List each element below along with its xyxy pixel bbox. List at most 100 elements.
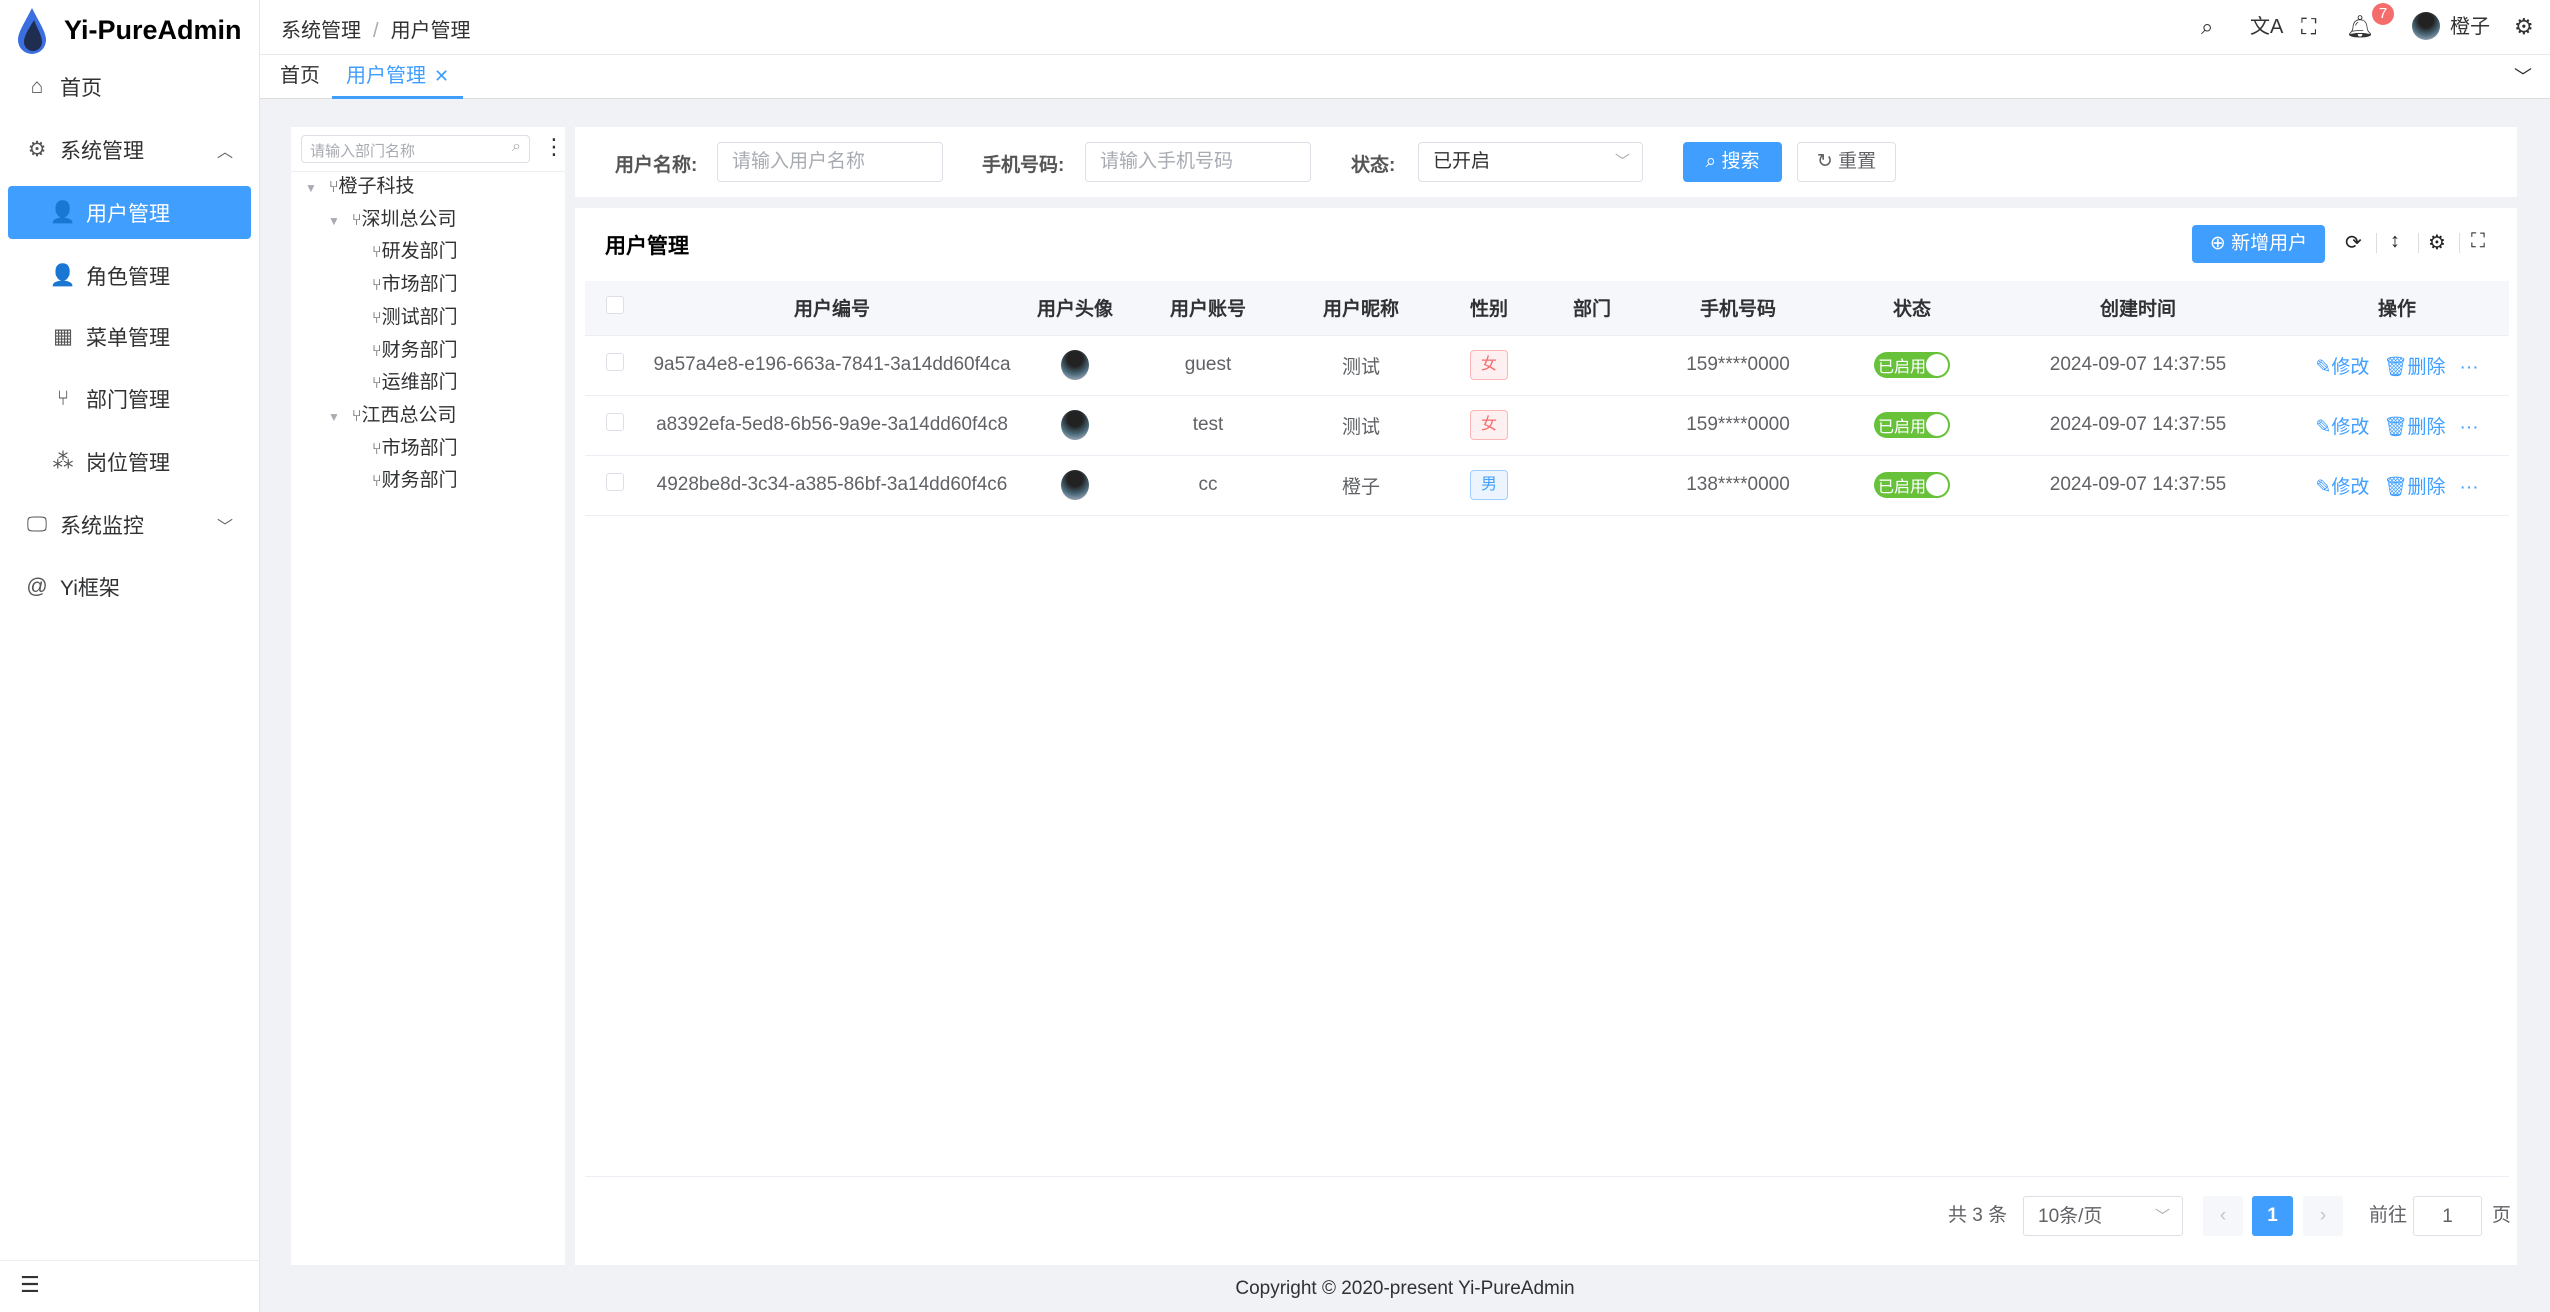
- close-icon[interactable]: ✕: [434, 66, 450, 86]
- user-avatar[interactable]: [2412, 12, 2440, 40]
- more-icon[interactable]: ···: [2459, 356, 2479, 378]
- reset-button[interactable]: ↻ 重置: [1797, 142, 1896, 182]
- sidebar-item-yi[interactable]: @ Yi框架: [8, 560, 251, 613]
- tree-node[interactable]: ⑂研发部门: [372, 236, 458, 268]
- status-switch[interactable]: 已启用: [1874, 412, 1950, 438]
- delete-button[interactable]: 🗑︎删除: [2383, 357, 2445, 378]
- goto-page-input[interactable]: 1: [2413, 1196, 2482, 1236]
- fullscreen-icon[interactable]: ⛶: [2301, 14, 2317, 39]
- username[interactable]: 橙子: [2450, 16, 2490, 38]
- sidebar-item-home[interactable]: ⌂ 首页: [8, 60, 251, 113]
- sidebar-item-depts[interactable]: ⑂ 部门管理: [8, 372, 251, 425]
- page-suffix: 页: [2492, 1205, 2512, 1226]
- username-input[interactable]: 请输入用户名称: [717, 142, 943, 182]
- tree-node[interactable]: ⑂市场部门: [372, 269, 458, 301]
- bell-icon[interactable]: 🔔︎: [2346, 14, 2374, 39]
- at-icon: @: [26, 574, 48, 598]
- search-icon[interactable]: ⌕: [2201, 14, 2214, 39]
- collapse-sidebar-icon[interactable]: ☰: [20, 1272, 40, 1297]
- column-header: 用户账号: [1131, 281, 1285, 336]
- page-1-button[interactable]: 1: [2252, 1196, 2293, 1236]
- user-lock-icon: 👤: [49, 200, 77, 224]
- tree-node-label: 测试部门: [381, 306, 458, 328]
- chevron-down-icon: ﹀: [216, 518, 233, 536]
- chevron-down-icon: ﹀: [1614, 153, 1630, 170]
- tree-node[interactable]: ▼ ⑂橙子科技: [305, 171, 415, 203]
- user-avatar[interactable]: [1061, 350, 1089, 380]
- row-density-icon[interactable]: ↕: [2390, 230, 2400, 252]
- divider: [291, 171, 565, 172]
- tree-node-label: 深圳总公司: [361, 208, 457, 230]
- branch-icon: ⑂: [372, 277, 382, 295]
- table-row[interactable]: 9a57a4e8-e196-663a-7841-3a14dd60f4ca gues…: [585, 335, 2509, 396]
- row-checkbox[interactable]: [606, 413, 624, 431]
- next-page-button[interactable]: ›: [2303, 1196, 2343, 1236]
- page-size-select[interactable]: 10条/页 ﹀: [2023, 1196, 2183, 1236]
- sidebar-item-roles[interactable]: 👤 角色管理: [8, 249, 251, 302]
- tab-home[interactable]: 首页: [266, 55, 334, 99]
- status-switch[interactable]: 已启用: [1874, 352, 1950, 378]
- sidebar-item-menus[interactable]: ▦ 菜单管理: [8, 310, 251, 363]
- user-avatar[interactable]: [1061, 410, 1089, 440]
- user-avatar[interactable]: [1061, 470, 1089, 500]
- add-user-button[interactable]: ⊕ 新增用户: [2192, 225, 2325, 263]
- sidebar-item-system[interactable]: ⚙ 系统管理 ︿: [8, 123, 251, 176]
- settings-icon[interactable]: ⚙: [2514, 14, 2534, 39]
- user-id: 4928be8d-3c34-a385-86bf-3a14dd60f4c6: [645, 455, 1019, 516]
- caret-down-icon[interactable]: ▼: [305, 181, 317, 195]
- row-checkbox[interactable]: [606, 473, 624, 491]
- user-account: cc: [1131, 455, 1285, 516]
- table-row[interactable]: a8392efa-5ed8-6b56-9a9e-3a14dd60f4c8 test…: [585, 395, 2509, 456]
- more-icon[interactable]: ···: [2459, 476, 2479, 498]
- sidebar-item-users[interactable]: 👤 用户管理: [8, 186, 251, 239]
- select-value: 已开启: [1433, 151, 1491, 172]
- phone-input[interactable]: 请输入手机号码: [1085, 142, 1311, 182]
- plus-circle-icon: ⊕: [2209, 233, 2232, 254]
- sidebar-item-monitor[interactable]: 🖵 系统监控 ﹀: [8, 498, 251, 551]
- refresh-icon[interactable]: ⟳: [2345, 232, 2362, 254]
- prev-page-button[interactable]: ‹: [2203, 1196, 2243, 1236]
- caret-down-icon[interactable]: ▼: [328, 213, 340, 228]
- tree-node[interactable]: ⑂市场部门: [372, 433, 458, 465]
- fullscreen-icon[interactable]: ⛶: [2471, 230, 2485, 252]
- more-icon[interactable]: ···: [2459, 416, 2479, 438]
- logo[interactable]: Yi-PureAdmin: [14, 6, 242, 54]
- tree-node[interactable]: ⑂测试部门: [372, 302, 458, 334]
- tree-node[interactable]: ⑂财务部门: [372, 465, 458, 497]
- delete-button[interactable]: 🗑︎删除: [2383, 417, 2445, 438]
- edit-button[interactable]: ✎修改: [2315, 417, 2369, 438]
- select-all-checkbox[interactable]: [606, 295, 624, 314]
- dept-search-input[interactable]: 请输入部门名称 ⌕: [301, 135, 530, 163]
- user-nickname: 测试: [1285, 395, 1437, 456]
- tree-node[interactable]: ⑂运维部门: [372, 367, 458, 399]
- edit-button[interactable]: ✎修改: [2315, 477, 2369, 498]
- edit-button[interactable]: ✎修改: [2315, 357, 2369, 378]
- select-all-cell: [585, 281, 645, 336]
- row-checkbox[interactable]: [606, 353, 624, 371]
- search-icon: ⌕: [1705, 151, 1722, 172]
- more-vertical-icon[interactable]: ⋮: [543, 134, 565, 159]
- sidebar-item-label: 用户管理: [86, 202, 170, 226]
- column-header: 状态: [1833, 281, 1991, 336]
- app-title: Yi-PureAdmin: [64, 14, 242, 45]
- chevron-down-icon[interactable]: ﹀: [2514, 67, 2532, 87]
- logo-drop-icon: [18, 8, 46, 54]
- breadcrumb-item[interactable]: 系统管理: [281, 20, 361, 42]
- tree-node[interactable]: ▼ ⑂江西总公司: [328, 400, 457, 432]
- select-cell: [585, 395, 645, 456]
- gender-tag: 女: [1470, 410, 1508, 440]
- chevron-down-icon: ﹀: [2154, 1208, 2170, 1225]
- tree-node[interactable]: ⑂财务部门: [372, 335, 458, 367]
- search-button[interactable]: ⌕ 搜索: [1683, 142, 1782, 182]
- delete-button[interactable]: 🗑︎删除: [2383, 477, 2445, 498]
- status-switch[interactable]: 已启用: [1874, 472, 1950, 498]
- column-settings-icon[interactable]: ⚙: [2428, 232, 2446, 254]
- status-select[interactable]: 已开启 ﹀: [1418, 142, 1643, 182]
- tree-node[interactable]: ▼ ⑂深圳总公司: [328, 204, 457, 236]
- tab-users[interactable]: 用户管理 ✕: [332, 55, 464, 99]
- sidebar-item-posts[interactable]: ⁂ 岗位管理: [8, 435, 251, 488]
- caret-down-icon[interactable]: ▼: [328, 409, 340, 424]
- status-cell: 已启用: [1833, 395, 1991, 456]
- table-row[interactable]: 4928be8d-3c34-a385-86bf-3a14dd60f4c6 cc 橙子…: [585, 455, 2509, 516]
- translate-icon[interactable]: 文A: [2250, 16, 2284, 38]
